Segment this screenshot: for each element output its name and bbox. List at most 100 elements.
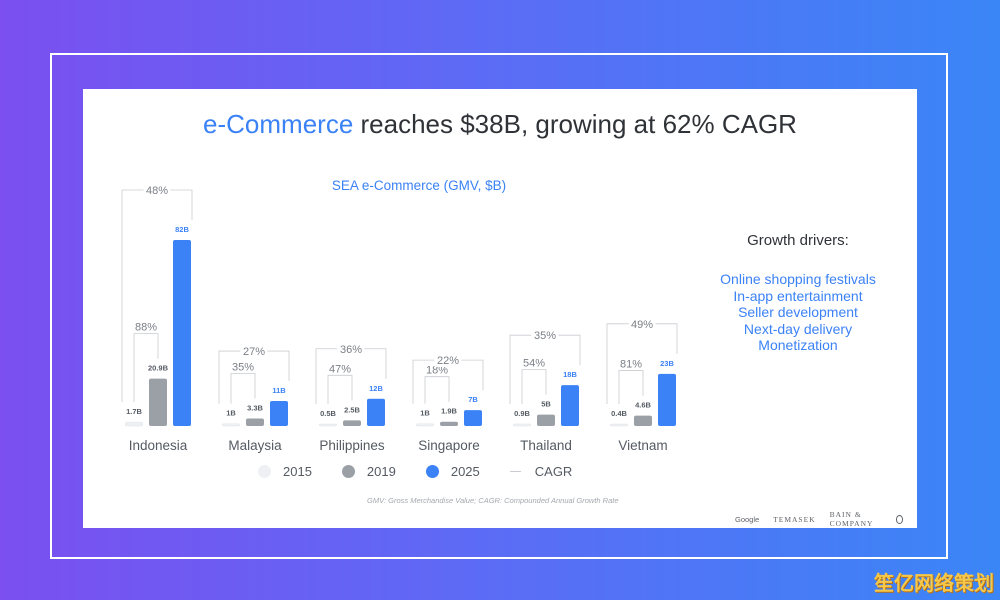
bar-2025-thailand [561, 385, 579, 426]
category-label: Vietnam [618, 438, 667, 453]
cagr-label-2015-2025: 22% [437, 355, 459, 367]
outer-frame [50, 53, 948, 559]
cagr-bracket-2015-2025 [412, 359, 484, 404]
gmv-bar-chart: 1.7B 20.9B 82B 88% 48% Indonesia 1B 3.3B 11B 35% 2… [121, 182, 678, 453]
data-label: 0.5B [320, 409, 336, 418]
bain-logo: BAIN & COMPANY [829, 510, 874, 528]
driver-item: Seller development [738, 304, 858, 321]
data-label: 5B [541, 400, 551, 409]
data-label: 1.9B [441, 407, 457, 416]
data-label: 12B [369, 384, 383, 393]
legend-entry-cagr: CAGR [509, 464, 573, 479]
legend-label: 2025 [450, 464, 480, 479]
cagr-bracket-2015-2019 [618, 370, 644, 404]
bar-2015-thailand [512, 423, 532, 427]
legend-entry-2019: 2019 [341, 464, 396, 479]
cagr-label-2015-2019: 81% [620, 359, 642, 371]
bar-2025-malaysia [270, 401, 288, 426]
legend-entry-2025: 2025 [425, 464, 480, 479]
data-label: 1B [420, 409, 430, 418]
bar-2019-malaysia [246, 418, 264, 426]
cagr-bracket-2015-2025 [509, 334, 581, 404]
legend-swatch [509, 471, 521, 472]
cagr-label-2015-2025: 49% [631, 319, 653, 331]
growth-drivers: Growth drivers: Online shopping festival… [693, 232, 903, 354]
title-accent: e-Commerce [203, 109, 354, 139]
cagr-bracket-2015-2025 [315, 348, 387, 404]
bain-ring-icon [895, 514, 903, 524]
cagr-bracket-2015-2019 [327, 374, 353, 404]
bar-2015-singapore [415, 423, 435, 427]
partner-logos: Google TEMASEK BAIN & COMPANY [735, 510, 917, 528]
cagr-bracket-2015-2019 [230, 373, 256, 404]
cagr-label-2015-2019: 47% [329, 363, 351, 375]
legend-swatch [258, 465, 271, 478]
cagr-label-2015-2025: 48% [146, 185, 168, 197]
category-label: Philippines [319, 438, 385, 453]
category-label: Thailand [520, 438, 572, 453]
footnote: GMV: Gross Merchandise Value; CAGR: Comp… [367, 496, 619, 505]
bar-2015-indonesia [124, 421, 144, 427]
legend-label: CAGR [534, 464, 573, 479]
bar-2015-philippines [318, 423, 338, 427]
data-label: 3.3B [247, 404, 263, 413]
chart-title: SEA e-Commerce (GMV, $B) [331, 178, 507, 193]
data-label: 23B [660, 359, 674, 368]
legend-label: 2015 [283, 464, 312, 479]
temasek-logo: TEMASEK [773, 514, 816, 524]
data-label: 2.5B [344, 405, 360, 414]
slide: e-Commerce reaches $38B, growing at 62% … [83, 89, 917, 528]
bar-2025-philippines [367, 398, 385, 426]
bar-2019-thailand [537, 414, 555, 426]
cagr-label-2015-2019: 54% [523, 358, 545, 370]
cagr-label-2015-2025: 27% [243, 346, 265, 358]
data-label: 1B [226, 409, 236, 418]
driver-item: Monetization [758, 337, 838, 354]
cagr-label-2015-2019: 88% [135, 322, 157, 334]
data-label: 20.9B [148, 364, 169, 373]
cagr-label-2015-2019: 35% [232, 362, 254, 374]
data-label: 82B [175, 225, 189, 234]
cagr-label-2015-2025: 36% [340, 344, 362, 356]
cagr-label-2015-2025: 35% [534, 330, 556, 342]
bar-2025-indonesia [173, 240, 191, 426]
cagr-bracket-2015-2019 [424, 376, 450, 404]
bar-2019-indonesia [149, 378, 167, 426]
driver-item: Online shopping festivals [720, 271, 876, 287]
cagr-bracket-2015-2025 [121, 189, 193, 403]
bar-2019-philippines [343, 420, 361, 426]
data-label: 7B [468, 395, 478, 404]
chart-legend: 2015 2019 2025 CAGR [258, 464, 602, 479]
legend-entry-2015: 2015 [258, 464, 312, 479]
data-label: 18B [563, 370, 577, 379]
legend-label: 2019 [366, 464, 396, 479]
category-label: Indonesia [129, 438, 188, 453]
driver-item: In-app entertainment [733, 287, 863, 304]
data-label: 1.7B [126, 407, 142, 416]
data-label: 0.4B [611, 409, 627, 418]
google-logo: Google [735, 514, 760, 524]
growth-drivers-heading: Growth drivers: [747, 232, 849, 249]
cagr-bracket-2015-2025 [218, 350, 290, 404]
bar-2025-vietnam [658, 373, 676, 426]
category-label: Malaysia [228, 438, 282, 453]
title-rest: reaches $38B, growing at 62% CAGR [353, 109, 797, 139]
bar-2025-singapore [464, 410, 482, 426]
data-label: 11B [272, 386, 286, 395]
data-label: 4.6B [635, 401, 651, 410]
legend-swatch [341, 465, 355, 478]
bar-2019-vietnam [634, 415, 652, 426]
bar-2015-malaysia [221, 423, 241, 427]
data-label: 0.9B [514, 409, 530, 418]
cagr-label-2015-2019: 18% [426, 365, 448, 377]
bar-2019-singapore [440, 421, 458, 426]
slide-title: e-Commerce reaches $38B, growing at 62% … [83, 109, 917, 140]
cagr-bracket-2015-2019 [521, 369, 547, 404]
cagr-bracket-2015-2025 [606, 323, 678, 404]
legend-swatch [425, 465, 439, 478]
bar-2015-vietnam [609, 423, 629, 427]
cagr-bracket-2015-2019 [133, 333, 159, 403]
watermark: 笙亿网络策划 [874, 571, 994, 595]
driver-item: Next-day delivery [743, 320, 853, 337]
category-label: Singapore [418, 438, 480, 453]
